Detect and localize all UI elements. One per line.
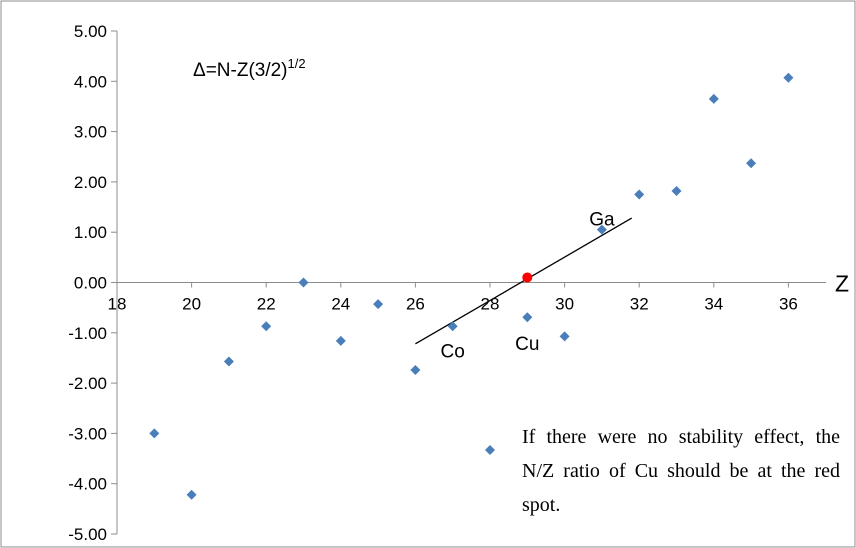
x-tick-label: 28 — [481, 295, 500, 314]
data-point — [223, 356, 234, 367]
x-tick-label: 32 — [630, 295, 649, 314]
x-tick-label: 34 — [704, 295, 723, 314]
y-tick-label: 5.00 — [74, 22, 107, 41]
data-point — [671, 185, 682, 196]
element-label-cu: Cu — [515, 334, 539, 355]
x-tick-label: 26 — [406, 295, 425, 314]
x-tick-label: 20 — [182, 295, 201, 314]
element-annotation-group: Co Cu Ga — [441, 210, 615, 363]
y-tick-label: 3.00 — [74, 123, 107, 142]
data-point — [485, 444, 495, 455]
y-tick-label: 2.00 — [74, 173, 107, 192]
data-point — [149, 428, 160, 439]
annotation-note: If there were no stability effect, the N… — [522, 426, 840, 516]
x-axis-title: Z — [835, 271, 849, 297]
data-point — [783, 72, 794, 83]
data-point — [746, 158, 757, 169]
y-tick-label: 4.00 — [74, 72, 107, 91]
x-tick-label: 22 — [257, 295, 276, 314]
element-label-co: Co — [441, 341, 465, 362]
data-point — [559, 331, 570, 342]
data-point — [186, 489, 197, 500]
formula-base: Δ=N-Z(3/2) — [193, 60, 288, 81]
data-point-group — [149, 72, 794, 500]
x-tick-label: 24 — [331, 295, 350, 314]
data-point — [447, 321, 458, 332]
y-tick-label: -3.00 — [68, 424, 107, 443]
data-point — [708, 93, 719, 104]
y-tick-group: 5.00 4.00 3.00 2.00 1.00 0.00 -1.00 -2.00 -3.00 -… — [68, 22, 117, 544]
data-point — [298, 277, 309, 288]
y-tick-label: -5.00 — [68, 525, 107, 544]
data-point — [522, 312, 533, 323]
data-point — [335, 335, 346, 346]
x-tick-label: 30 — [555, 295, 574, 314]
x-tick-group: 18 20 22 24 26 28 30 32 34 36 — [108, 282, 798, 314]
x-tick-label: 36 — [779, 295, 798, 314]
y-tick-label: 1.00 — [74, 223, 107, 242]
data-point — [634, 189, 645, 200]
y-tick-label: 0.00 — [74, 274, 107, 293]
formula-superscript: 1/2 — [288, 56, 306, 71]
data-point — [596, 224, 607, 235]
data-point — [373, 299, 384, 310]
y-tick-label: -4.00 — [68, 475, 107, 494]
y-tick-label: -1.00 — [68, 324, 107, 343]
data-point — [410, 365, 421, 376]
red-spot-marker — [522, 272, 533, 283]
x-tick-label: 18 — [108, 295, 127, 314]
formula-label: Δ=N-Z(3/2)1/2 — [193, 56, 306, 81]
y-tick-label: -2.00 — [68, 374, 107, 393]
element-label-ga: Ga — [589, 210, 615, 231]
data-point — [261, 321, 272, 332]
